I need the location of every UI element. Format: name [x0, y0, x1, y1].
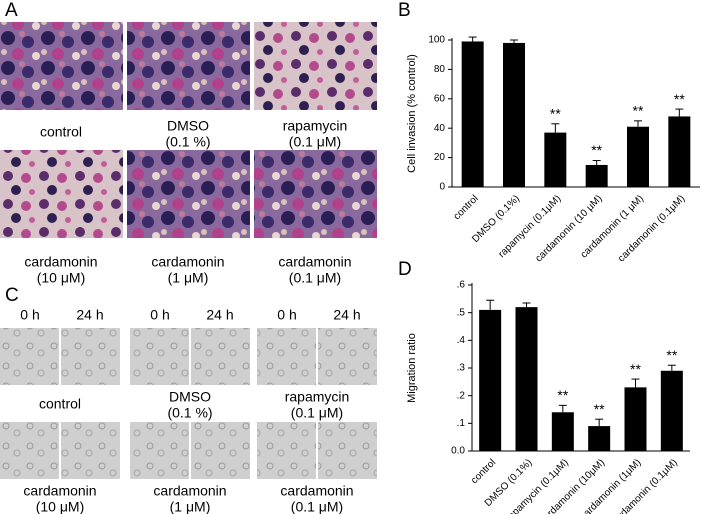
caption: (1 μM) — [170, 499, 211, 514]
caption: cardamonin — [153, 483, 226, 499]
y-tick-label: .2 — [457, 390, 466, 401]
caption: DMSO — [169, 389, 211, 405]
bar — [668, 116, 691, 187]
scratch-image — [130, 328, 189, 385]
significance: ** — [550, 105, 561, 121]
caption: (10 μM) — [37, 270, 86, 286]
significance: ** — [666, 347, 677, 363]
micrograph — [254, 150, 377, 238]
bar — [624, 387, 647, 451]
significance: ** — [630, 361, 641, 377]
x-tick-label: control — [452, 193, 481, 222]
panel-label: A — [5, 0, 18, 21]
y-tick-label: .4 — [457, 335, 466, 346]
caption: (0.1 %) — [165, 134, 210, 150]
significance: ** — [674, 91, 685, 107]
scratch-image — [191, 328, 250, 385]
panel-label: D — [398, 259, 412, 280]
scratch-image — [0, 422, 59, 479]
scratch-image — [61, 328, 120, 385]
caption: cardamonin — [278, 254, 351, 270]
scratch-image — [257, 328, 316, 385]
scratch-image — [191, 422, 250, 479]
y-tick-label: 40 — [434, 123, 446, 134]
micrograph — [127, 22, 250, 110]
caption: (0.1 μM) — [291, 405, 343, 421]
bar — [660, 370, 683, 451]
y-tick-label: .5 — [457, 307, 466, 318]
time-label: 0 h — [20, 307, 39, 323]
time-label: 0 h — [277, 307, 296, 323]
bar — [461, 41, 484, 187]
scratch-image — [318, 422, 377, 479]
caption: cardamonin — [24, 254, 97, 270]
bar — [479, 309, 502, 451]
caption: (1 μM) — [168, 270, 209, 286]
y-tick-label: 80 — [434, 64, 446, 75]
caption: (10 μM) — [36, 499, 85, 514]
significance: ** — [594, 401, 605, 417]
scratch-image — [61, 422, 120, 479]
time-label: 24 h — [206, 307, 233, 323]
bar — [503, 42, 525, 187]
caption: rapamycin — [285, 389, 350, 405]
y-tick-label: 0.0 — [451, 446, 465, 457]
significance: ** — [591, 142, 602, 158]
caption: (0.1 %) — [167, 405, 212, 421]
bar — [588, 426, 611, 451]
bar — [551, 412, 574, 451]
y-tick-label: 60 — [434, 93, 446, 104]
micrograph — [127, 150, 250, 238]
scratch-image — [130, 422, 189, 479]
micrograph — [0, 22, 123, 110]
significance: ** — [557, 387, 568, 403]
caption: cardamonin — [280, 483, 353, 499]
caption: rapamycin — [283, 118, 348, 134]
micrograph — [254, 22, 377, 110]
panel-label: B — [398, 0, 411, 21]
y-axis-label: Migration ratio — [406, 333, 418, 403]
caption: cardamonin — [23, 483, 96, 499]
caption: (0.1 μM) — [291, 499, 343, 514]
y-tick-label: 0 — [439, 182, 445, 193]
bar — [627, 126, 649, 187]
bar — [544, 132, 567, 187]
y-tick-label: .6 — [457, 280, 466, 291]
caption: control — [39, 396, 81, 412]
caption: (0.1 μM) — [289, 134, 341, 150]
panel-label: C — [5, 285, 19, 306]
caption: cardamonin — [151, 254, 224, 270]
scratch-image — [0, 328, 59, 385]
y-tick-label: .3 — [457, 363, 466, 374]
caption: control — [40, 124, 82, 140]
caption: (0.1 μM) — [289, 270, 341, 286]
y-tick-label: 100 — [428, 35, 445, 46]
micrograph — [0, 150, 123, 238]
scratch-image — [257, 422, 316, 479]
time-label: 0 h — [150, 307, 169, 323]
x-tick-label: control — [469, 457, 498, 486]
scratch-image — [318, 328, 377, 385]
y-tick-label: 20 — [434, 152, 446, 163]
bar — [515, 307, 538, 451]
time-label: 24 h — [76, 307, 103, 323]
bar — [585, 164, 608, 187]
caption: DMSO — [167, 118, 209, 134]
time-label: 24 h — [333, 307, 360, 323]
y-tick-label: .1 — [457, 418, 466, 429]
significance: ** — [633, 103, 644, 119]
y-axis-label: Cell invasion (% control) — [406, 54, 418, 173]
